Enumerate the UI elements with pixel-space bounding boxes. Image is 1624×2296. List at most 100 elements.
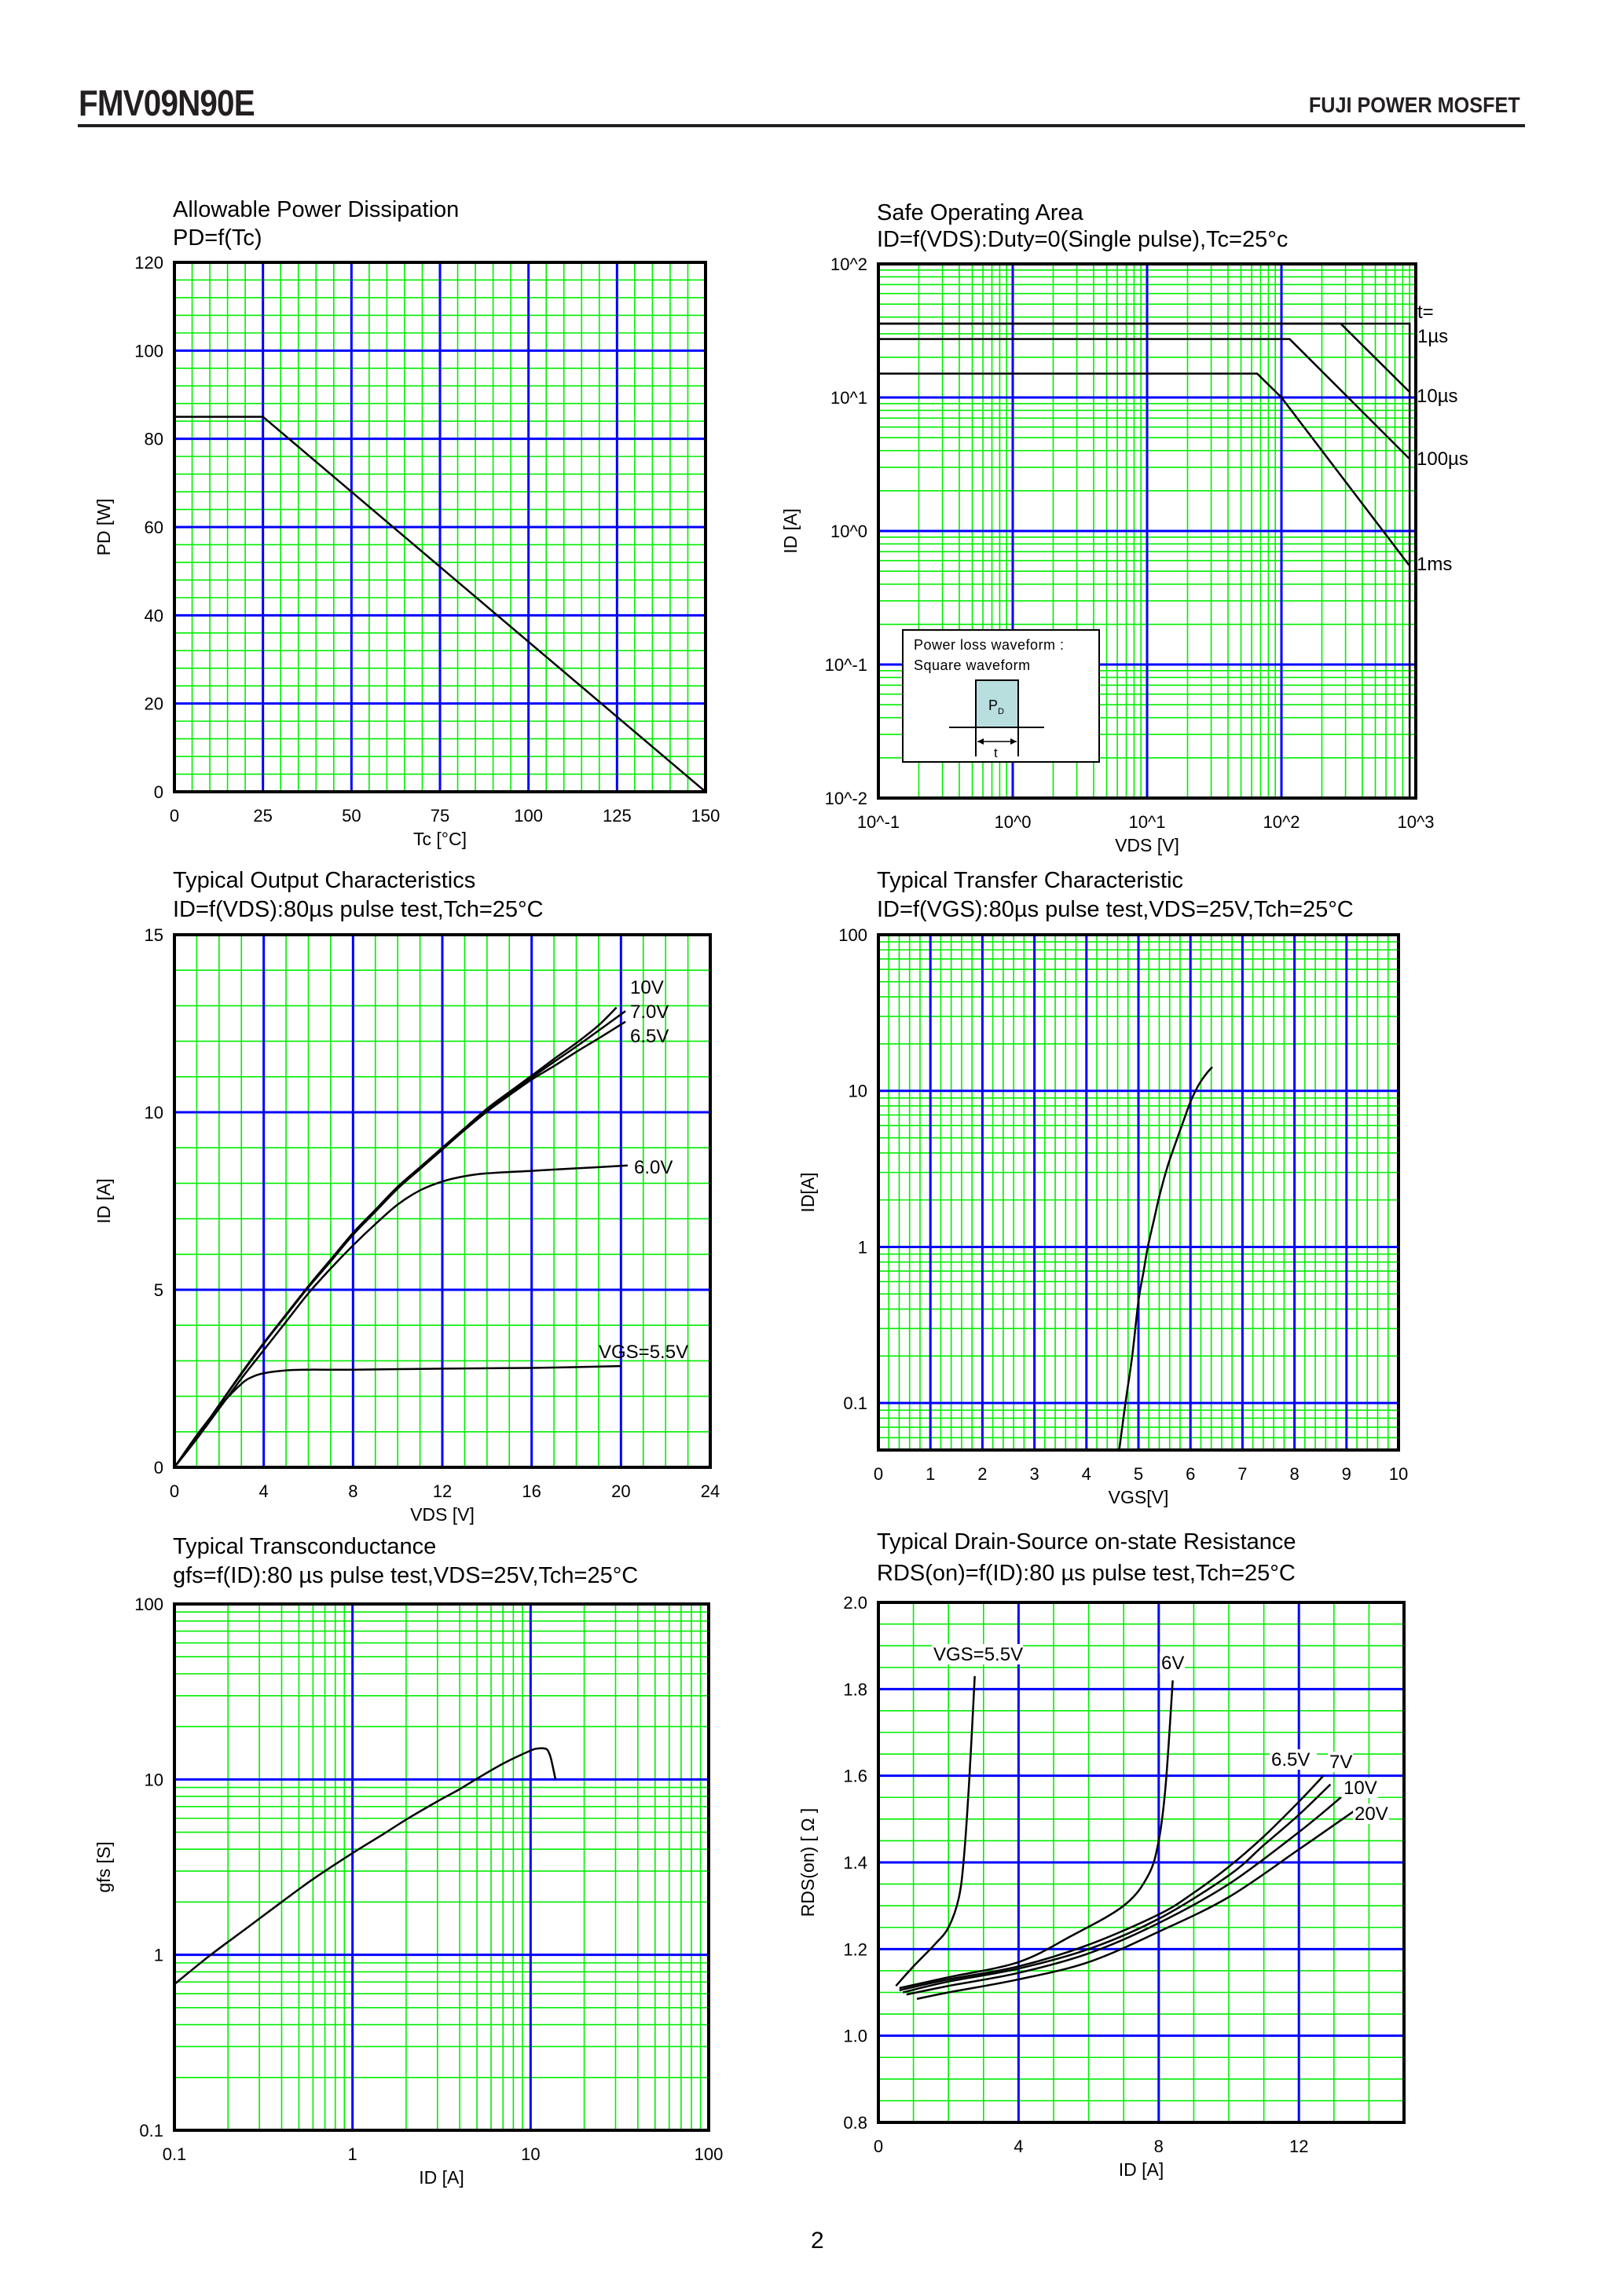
series-curve xyxy=(906,1796,1342,1996)
x-tick-label: 9 xyxy=(1342,1464,1351,1484)
series-curve xyxy=(878,372,1410,566)
chart-title: Allowable Power Dissipation xyxy=(173,197,459,222)
series-curve xyxy=(899,1680,1174,1990)
y-tick-label: 0.8 xyxy=(843,2113,867,2133)
series-label: VGS=5.5V xyxy=(599,1342,688,1363)
chart-subtitle: RDS(on)=f(ID):80 µs pulse test,Tch=25°C xyxy=(877,1561,1296,1586)
y-tick-label: 5 xyxy=(154,1280,163,1300)
y-axis-label: RDS(on) [ Ω ] xyxy=(797,1808,818,1917)
brand-label: FUJI POWER MOSFET xyxy=(1309,93,1520,117)
y-tick-label: 100 xyxy=(134,1595,163,1614)
label-background xyxy=(1270,1749,1317,1770)
series-label: 7V xyxy=(1329,1752,1352,1773)
part-number-title: FMV09N90E xyxy=(79,82,255,123)
plot-border xyxy=(877,933,1400,1452)
plot-border xyxy=(173,261,707,793)
series-curve xyxy=(173,1364,621,1468)
x-tick-label: 10 xyxy=(1389,1464,1408,1484)
label-background xyxy=(1328,1752,1353,1772)
y-tick-label: 10^2 xyxy=(830,255,867,274)
plot-border xyxy=(173,1602,710,2132)
x-tick-label: 1 xyxy=(348,2144,357,2164)
chart-title: Typical Output Characteristics xyxy=(173,868,475,893)
series-curve xyxy=(916,1809,1356,2000)
chart-title: Safe Operating Area xyxy=(877,200,1084,225)
y-axis-label: gfs [S] xyxy=(93,1841,114,1892)
series-curve xyxy=(878,322,1410,393)
y-tick-label: 1.8 xyxy=(843,1679,867,1699)
y-axis-label: ID [A] xyxy=(780,508,801,554)
x-tick-label: 1 xyxy=(926,1464,935,1484)
label-background xyxy=(1353,1803,1389,1824)
x-tick-label: 10^0 xyxy=(994,812,1031,832)
series-label: 6.5V xyxy=(630,1026,669,1047)
header-rule xyxy=(78,124,1525,127)
series-curve xyxy=(174,416,706,793)
y-axis-label: ID[A] xyxy=(797,1172,818,1212)
x-tick-label: 10^-1 xyxy=(857,812,900,832)
y-tick-label: 20 xyxy=(145,694,163,714)
series-curve xyxy=(173,1010,626,1468)
chart-subtitle: ID=f(VDS):80µs pulse test,Tch=25°C xyxy=(173,897,544,922)
x-tick-label: 16 xyxy=(522,1481,541,1501)
series-curve xyxy=(899,1774,1325,1991)
x-tick-label: 75 xyxy=(431,806,449,826)
chart-title: Typical Transconductance xyxy=(173,1534,436,1559)
chart-subtitle: gfs=f(ID):80 µs pulse test,VDS=25V,Tch=2… xyxy=(173,1563,638,1588)
y-tick-label: 10 xyxy=(145,1770,163,1789)
y-tick-label: 80 xyxy=(145,430,163,449)
inset-text-line2: Square waveform xyxy=(914,657,1031,673)
y-tick-label: 0 xyxy=(154,1458,163,1478)
y-tick-label: 10 xyxy=(145,1103,163,1122)
x-tick-label: 4 xyxy=(1014,2137,1023,2156)
x-tick-label: 12 xyxy=(1289,2137,1308,2156)
x-tick-label: 7 xyxy=(1237,1464,1247,1484)
series-label: 1ms xyxy=(1417,554,1452,575)
on-resistance-chart: 0 4 8 12 0.8 1.0 1.2 1.4 1.6 1.8 2.0 Typical Drain-… xyxy=(797,1529,1406,2180)
plot-border xyxy=(877,1601,1406,2124)
series-label: t= xyxy=(1417,302,1434,323)
x-tick-label: 8 xyxy=(1154,2137,1164,2156)
y-tick-label: 100 xyxy=(134,341,163,361)
x-tick-label: 150 xyxy=(691,806,720,826)
soa-inset-waveform: Power loss waveform : Square waveform PD… xyxy=(902,629,1100,763)
output-characteristics-chart: 0 4 8 12 16 20 24 0 5 10 15 Typical Output Characte… xyxy=(93,868,720,1525)
series-label: 10V xyxy=(1344,1778,1377,1799)
plot-border xyxy=(877,262,1417,800)
series-curve xyxy=(878,338,1410,460)
label-background xyxy=(1342,1778,1378,1798)
arrow-head-left xyxy=(977,738,984,745)
inset-text-line1: Power loss waveform : xyxy=(914,637,1065,653)
label-background xyxy=(1160,1653,1185,1673)
y-tick-label: 1 xyxy=(858,1237,867,1257)
plot-border xyxy=(173,933,712,1469)
transfer-characteristic-chart: 0 1 2 3 4 5 6 7 8 9 10 0.1 1 10 100 Typical Transfer Ch… xyxy=(797,868,1408,1507)
y-tick-label: 0 xyxy=(154,782,163,802)
x-axis-label: Tc [°C] xyxy=(413,829,467,849)
safe-operating-area-chart: 10^-1 10^0 10^1 10^2 10^3 10^-2 10^-1 10^0 10^1 1… xyxy=(780,200,1468,855)
series-curve xyxy=(902,1783,1332,1994)
y-tick-label: 0.1 xyxy=(843,1393,867,1413)
x-axis-label: ID [A] xyxy=(419,2167,464,2188)
x-tick-label: 0 xyxy=(170,1481,179,1501)
y-tick-label: 40 xyxy=(145,606,163,625)
y-tick-label: 1.4 xyxy=(843,1853,867,1873)
series-label: VGS=5.5V xyxy=(933,1644,1023,1665)
chart-title: Typical Transfer Characteristic xyxy=(877,868,1183,893)
x-tick-label: 10^2 xyxy=(1263,812,1300,832)
y-tick-label: 1 xyxy=(154,1946,163,1965)
series-label: 6V xyxy=(1161,1653,1184,1674)
series-curve xyxy=(895,1675,976,1987)
y-tick-label: 2.0 xyxy=(843,1593,867,1613)
y-axis-label: PD [W] xyxy=(93,499,114,556)
series-curve xyxy=(1118,1066,1213,1451)
x-tick-label: 8 xyxy=(1289,1464,1299,1484)
x-tick-label: 0 xyxy=(874,1464,883,1484)
x-tick-label: 4 xyxy=(1082,1464,1091,1484)
chart-subtitle: PD=f(Tc) xyxy=(173,225,262,251)
y-tick-label: 1.2 xyxy=(843,1939,867,1959)
y-tick-label: 15 xyxy=(145,925,163,945)
x-tick-label: 50 xyxy=(342,806,361,826)
x-axis-label: VDS [V] xyxy=(410,1504,475,1525)
x-tick-label: 10^3 xyxy=(1397,812,1434,832)
